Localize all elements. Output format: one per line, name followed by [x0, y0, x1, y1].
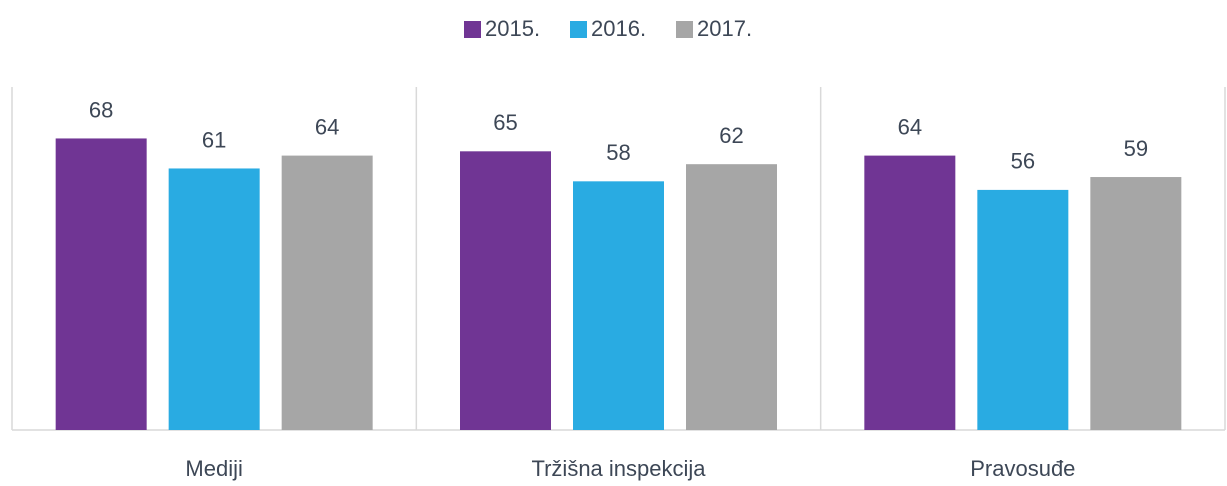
- value-label: 56: [1011, 149, 1035, 174]
- legend-swatch: [676, 21, 693, 38]
- bar: [281, 155, 373, 430]
- legend-label: 2016.: [591, 16, 646, 41]
- bar: [55, 138, 147, 430]
- legend-label: 2015.: [485, 16, 540, 41]
- value-label: 58: [606, 140, 630, 165]
- legend-swatch: [570, 21, 587, 38]
- value-label: 61: [202, 127, 226, 152]
- bar: [686, 164, 777, 431]
- value-label: 64: [315, 114, 339, 139]
- bar: [977, 189, 1069, 430]
- legend-swatch: [464, 21, 481, 38]
- value-label: 65: [493, 110, 517, 135]
- value-label: 59: [1124, 136, 1148, 161]
- x-tick-label: Mediji: [185, 456, 242, 481]
- value-label: 64: [898, 114, 922, 139]
- value-label: 68: [89, 97, 113, 122]
- bar: [573, 181, 664, 430]
- legend-label: 2017.: [697, 16, 752, 41]
- x-tick-label: Pravosuđe: [970, 456, 1075, 481]
- bar: [1090, 177, 1182, 430]
- value-label: 62: [719, 123, 743, 148]
- bar: [460, 151, 551, 430]
- bar: [168, 168, 260, 430]
- bar: [864, 155, 956, 430]
- x-tick-label: Tržišna inspekcija: [531, 456, 706, 481]
